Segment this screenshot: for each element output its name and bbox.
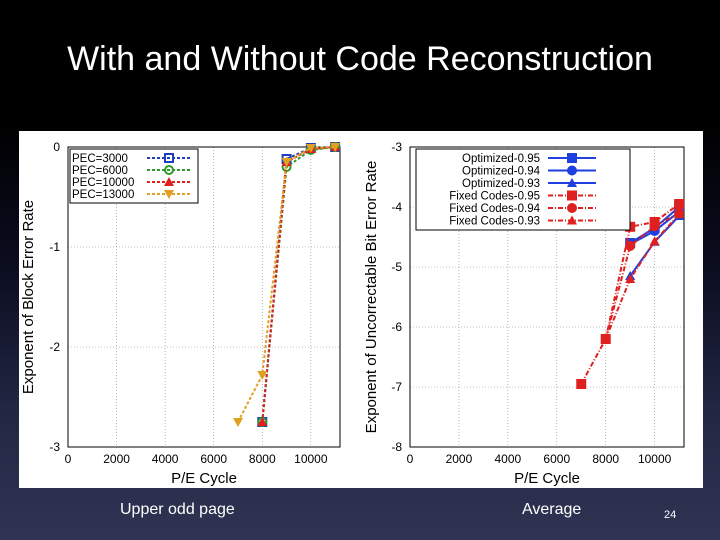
- block-error-rate-chart: 0 2000 4000 6000 8000 10000 0 -1 -2 -3 P/E Cycle Ex…: [19, 131, 362, 488]
- y-tick-label: -4: [391, 200, 402, 214]
- legend-label: Fixed Codes-0.93: [449, 216, 540, 228]
- x-axis-label: P/E Cycle: [514, 470, 580, 487]
- series-line: [238, 147, 335, 422]
- series-line: [262, 147, 335, 422]
- legend-label: Fixed Codes-0.94: [449, 203, 540, 215]
- y-axis-label: Exponent of Uncorrectable Bit Error Rate: [363, 161, 380, 434]
- x-tick-label: 8000: [249, 452, 276, 466]
- bit-error-rate-chart-panel: 0 2000 4000 6000 8000 10000 -3 -4 -5 -6 -7 -8 P/E Cy…: [362, 131, 703, 488]
- x-tick-label: 2000: [103, 452, 130, 466]
- x-tick-label: 4000: [152, 452, 179, 466]
- slide-title: With and Without Code Reconstruction: [0, 40, 720, 79]
- y-tick-label: -7: [391, 380, 402, 394]
- legend-marker: [568, 204, 576, 212]
- data-point: [233, 418, 243, 427]
- page-number: 24: [664, 509, 676, 521]
- legend-label: Optimized-0.95: [462, 153, 540, 165]
- y-tick-label: -2: [49, 340, 60, 354]
- legend-marker: [568, 154, 576, 162]
- x-tick-label: 0: [65, 452, 72, 466]
- x-axis-label: P/E Cycle: [171, 470, 237, 487]
- x-tick-label: 10000: [294, 452, 328, 466]
- data-point: [675, 200, 683, 208]
- legend-label: PEC=6000: [72, 165, 128, 177]
- legend-label: Fixed Codes-0.95: [449, 191, 540, 203]
- legend-label: Optimized-0.93: [462, 178, 540, 190]
- legend-label: PEC=13000: [72, 189, 134, 201]
- legend-label: PEC=10000: [72, 177, 134, 189]
- caption-left: Upper odd page: [120, 501, 235, 519]
- x-tick-label: 6000: [200, 452, 227, 466]
- x-tick-label: 4000: [495, 452, 522, 466]
- y-tick-label: -3: [391, 140, 402, 154]
- bit-error-rate-chart: 0 2000 4000 6000 8000 10000 -3 -4 -5 -6 -7 -8 P/E Cy…: [362, 131, 703, 488]
- legend-label: Optimized-0.94: [462, 166, 541, 178]
- series-line: [606, 214, 679, 339]
- block-error-rate-chart-panel: 0 2000 4000 6000 8000 10000 0 -1 -2 -3 P/E Cycle Ex…: [19, 131, 362, 488]
- x-tick-label: 8000: [592, 452, 619, 466]
- series-line: [262, 147, 335, 422]
- legend-label: PEC=3000: [72, 153, 128, 165]
- y-axis-label: Exponent of Block Error Rate: [20, 200, 37, 394]
- x-tick-label: 6000: [543, 452, 570, 466]
- legend-marker: [568, 192, 576, 200]
- x-tick-label: 2000: [446, 452, 473, 466]
- legend-marker: [568, 167, 576, 175]
- legend: Optimized-0.95Optimized-0.94Optimized-0.…: [416, 149, 630, 230]
- y-tick-label: -8: [391, 440, 402, 454]
- series-line: [606, 213, 679, 339]
- x-tick-label: 0: [407, 452, 414, 466]
- data-point: [626, 242, 634, 250]
- caption-right: Average: [522, 501, 581, 519]
- data-point: [577, 380, 585, 388]
- y-tick-label: 0: [53, 140, 60, 154]
- x-tick-label: 10000: [638, 452, 672, 466]
- y-tick-label: -5: [391, 260, 402, 274]
- y-tick-label: -3: [49, 440, 60, 454]
- data-point: [651, 222, 659, 230]
- y-tick-label: -6: [391, 320, 402, 334]
- series-line: [262, 147, 335, 422]
- y-tick-label: -1: [49, 240, 60, 254]
